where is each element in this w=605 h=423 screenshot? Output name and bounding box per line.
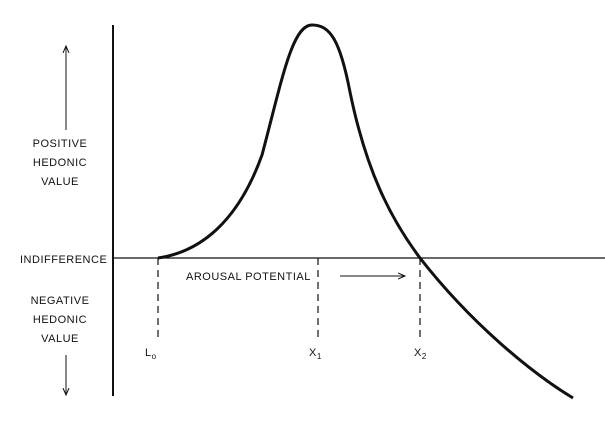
hedonic-curve: [157, 23, 574, 400]
label: POSITIVE: [33, 138, 88, 150]
label: VALUE: [41, 333, 79, 345]
label: VALUE: [41, 176, 79, 188]
point-label: Lo: [145, 347, 157, 361]
label: HEDONIC: [33, 157, 87, 169]
label: INDIFFERENCE: [20, 254, 107, 266]
point-label: X1: [309, 347, 322, 361]
label: AROUSAL POTENTIAL: [186, 271, 311, 283]
label: HEDONIC: [33, 314, 87, 326]
label: NEGATIVE: [31, 295, 90, 307]
point-label: X2: [414, 347, 427, 361]
